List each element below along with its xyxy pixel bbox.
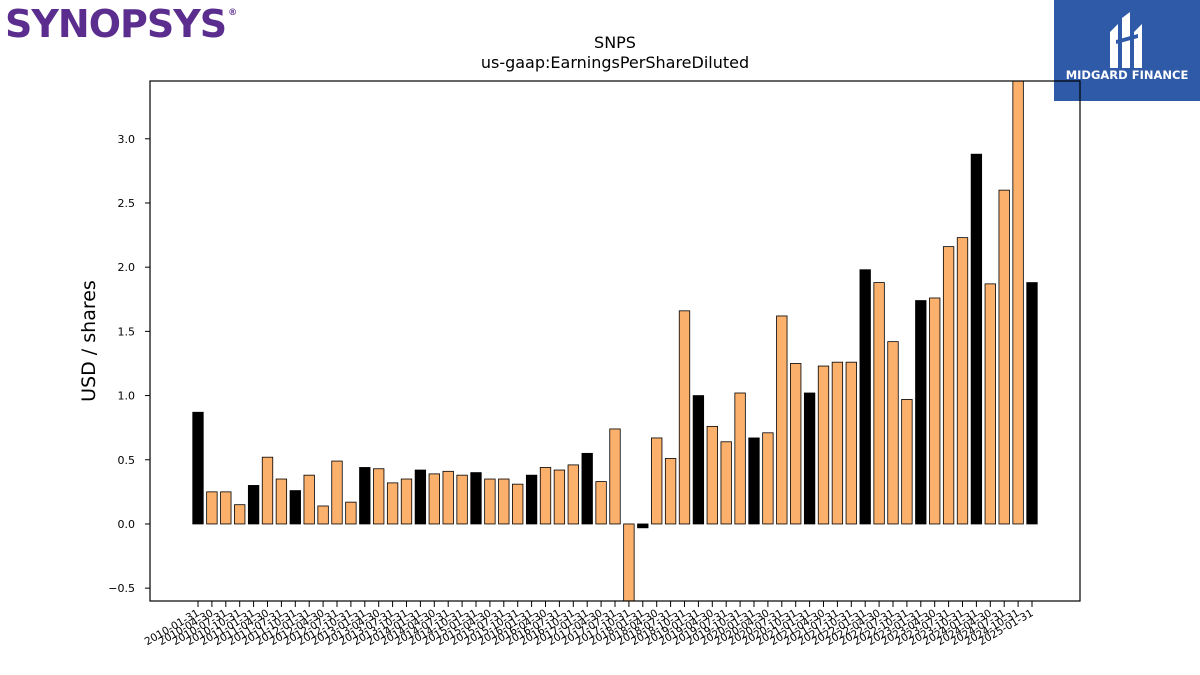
y-tick-label: 3.0	[118, 133, 136, 146]
chart-title: SNPS	[594, 33, 636, 52]
bar-2021-01-31	[803, 392, 816, 525]
bar-2020-10-31	[790, 363, 802, 525]
bar-2013-01-31	[359, 467, 371, 525]
bar-2023-04-30	[929, 297, 941, 525]
bar-2017-10-31	[623, 523, 635, 602]
y-axis-label: USD / shares	[78, 280, 100, 402]
bar-2018-01-31	[637, 523, 649, 529]
bar-2011-04-30	[261, 456, 274, 525]
bar-2024-04-30	[984, 283, 996, 525]
bar-2015-10-31	[512, 483, 524, 525]
bar-2019-10-31	[734, 392, 746, 525]
bar-2021-04-30	[817, 365, 830, 525]
bar-2018-04-30	[651, 437, 663, 525]
bar-2013-07-31	[386, 482, 399, 525]
bar-2011-01-31	[247, 485, 260, 525]
bar-2015-04-30	[484, 478, 496, 525]
bar-2011-07-31	[275, 478, 288, 525]
bar-2011-10-31	[289, 490, 301, 525]
bar-2014-10-31	[456, 474, 468, 525]
chart-subtitle: us-gaap:EarningsPerShareDiluted	[481, 53, 749, 72]
bar-2024-07-31	[998, 189, 1010, 525]
y-tick-label: 0.5	[118, 454, 136, 467]
synopsys-logo: SYNOPSYS ®	[5, 2, 237, 46]
bar-2018-07-31	[664, 458, 677, 525]
bar-2021-07-31	[831, 361, 844, 525]
midgard-logo-text: MIDGARD FINANCE	[1065, 68, 1189, 82]
midgard-logo-icon	[1110, 12, 1142, 68]
plot-frame	[149, 80, 1081, 602]
bar-2019-01-31	[692, 395, 705, 525]
bar-2012-01-31	[303, 474, 315, 525]
bar-2017-01-31	[581, 452, 593, 525]
bar-2016-10-31	[567, 464, 579, 525]
bar-2023-01-31	[915, 300, 927, 525]
bar-2024-10-31	[1012, 80, 1024, 525]
bar-2023-07-31	[942, 246, 955, 525]
bar-2012-07-31	[331, 460, 343, 525]
x-axis: 2010-01-312010-04-302010-07-312010-10-31…	[143, 601, 1036, 648]
bar-2015-01-31	[470, 472, 482, 525]
bar-2013-04-30	[373, 468, 385, 525]
bar-2013-10-31	[400, 478, 413, 525]
synopsys-logo-text: SYNOPSYS	[5, 2, 227, 46]
bar-2024-01-31	[970, 153, 983, 525]
y-tick-label: 1.0	[118, 390, 136, 403]
bar-2022-10-31	[901, 399, 913, 525]
y-tick-label: −0.5	[108, 582, 135, 595]
bar-2016-01-31	[525, 474, 538, 525]
bar-2020-07-31	[776, 315, 788, 525]
bar-2010-01-31	[192, 411, 204, 525]
bars-group	[192, 80, 1038, 602]
bar-2022-04-30	[873, 282, 885, 525]
registered-mark: ®	[228, 8, 237, 18]
bar-2023-10-31	[956, 237, 969, 525]
bar-2017-04-30	[595, 481, 607, 525]
bar-2018-10-31	[678, 310, 691, 525]
midgard-finance-logo: MIDGARD FINANCE	[1054, 0, 1200, 101]
bar-2020-01-31	[748, 437, 760, 525]
bar-2014-04-30	[428, 473, 440, 525]
bar-2019-04-30	[706, 425, 718, 525]
bar-2012-04-30	[317, 505, 329, 525]
bar-2022-01-31	[859, 269, 871, 525]
y-axis: −0.5 0.0 0.5 1.0 1.5 2.0 2.5 3.0	[108, 133, 150, 595]
bar-2025-01-31	[1026, 282, 1038, 525]
bar-2010-04-30	[206, 491, 218, 525]
bar-2014-01-31	[414, 469, 427, 525]
bar-2021-10-31	[845, 361, 857, 525]
bar-2020-04-30	[762, 432, 774, 525]
bar-2012-10-31	[345, 501, 357, 525]
bar-2010-10-31	[234, 504, 246, 525]
bar-2017-07-31	[609, 428, 621, 525]
bar-2016-07-31	[553, 469, 566, 525]
bar-2022-07-31	[887, 341, 899, 525]
y-tick-label: 2.5	[118, 197, 136, 210]
bar-2010-07-31	[220, 491, 232, 525]
bar-2015-07-31	[498, 478, 510, 525]
y-tick-label: 2.0	[118, 261, 136, 274]
y-tick-label: 1.5	[118, 325, 136, 338]
bar-2014-07-31	[442, 470, 454, 525]
bar-2016-04-30	[539, 467, 552, 525]
y-tick-label: 0.0	[118, 518, 136, 531]
bar-2019-07-31	[720, 441, 732, 525]
